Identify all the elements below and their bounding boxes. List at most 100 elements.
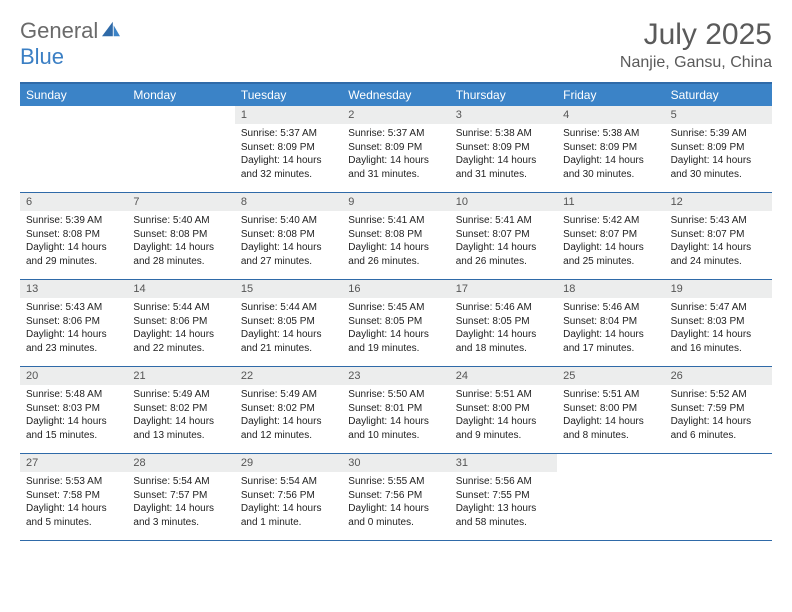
- day-cell: 17Sunrise: 5:46 AMSunset: 8:05 PMDayligh…: [450, 280, 557, 366]
- daylight-line: Daylight: 14 hours and 21 minutes.: [241, 328, 336, 355]
- day-number: 1: [235, 106, 342, 124]
- day-cell: 8Sunrise: 5:40 AMSunset: 8:08 PMDaylight…: [235, 193, 342, 279]
- sunrise-line: Sunrise: 5:47 AM: [671, 301, 766, 315]
- daylight-line: Daylight: 14 hours and 18 minutes.: [456, 328, 551, 355]
- day-number: 12: [665, 193, 772, 211]
- week-row: 6Sunrise: 5:39 AMSunset: 8:08 PMDaylight…: [20, 193, 772, 280]
- day-number: 5: [665, 106, 772, 124]
- sunset-line: Sunset: 8:07 PM: [456, 228, 551, 242]
- day-number: 14: [127, 280, 234, 298]
- weekday-sunday: Sunday: [20, 84, 127, 106]
- weekday-saturday: Saturday: [665, 84, 772, 106]
- location: Nanjie, Gansu, China: [620, 54, 772, 72]
- sunset-line: Sunset: 7:56 PM: [241, 489, 336, 503]
- sunset-line: Sunset: 8:09 PM: [563, 141, 658, 155]
- daylight-line: Daylight: 14 hours and 15 minutes.: [26, 415, 121, 442]
- sunrise-line: Sunrise: 5:45 AM: [348, 301, 443, 315]
- daylight-line: Daylight: 14 hours and 26 minutes.: [348, 241, 443, 268]
- day-cell: 11Sunrise: 5:42 AMSunset: 8:07 PMDayligh…: [557, 193, 664, 279]
- sunset-line: Sunset: 8:09 PM: [348, 141, 443, 155]
- daylight-line: Daylight: 14 hours and 10 minutes.: [348, 415, 443, 442]
- day-body: Sunrise: 5:40 AMSunset: 8:08 PMDaylight:…: [127, 211, 234, 274]
- title-block: July 2025 Nanjie, Gansu, China: [620, 18, 772, 72]
- day-cell: 10Sunrise: 5:41 AMSunset: 8:07 PMDayligh…: [450, 193, 557, 279]
- day-cell: 23Sunrise: 5:50 AMSunset: 8:01 PMDayligh…: [342, 367, 449, 453]
- sunset-line: Sunset: 8:02 PM: [133, 402, 228, 416]
- sunrise-line: Sunrise: 5:54 AM: [133, 475, 228, 489]
- day-cell: 20Sunrise: 5:48 AMSunset: 8:03 PMDayligh…: [20, 367, 127, 453]
- daylight-line: Daylight: 14 hours and 6 minutes.: [671, 415, 766, 442]
- daylight-line: Daylight: 14 hours and 1 minute.: [241, 502, 336, 529]
- weekday-tuesday: Tuesday: [235, 84, 342, 106]
- day-number: 24: [450, 367, 557, 385]
- day-number: 7: [127, 193, 234, 211]
- daylight-line: Daylight: 14 hours and 12 minutes.: [241, 415, 336, 442]
- day-body: Sunrise: 5:43 AMSunset: 8:06 PMDaylight:…: [20, 298, 127, 361]
- sunset-line: Sunset: 8:05 PM: [348, 315, 443, 329]
- day-cell: 5Sunrise: 5:39 AMSunset: 8:09 PMDaylight…: [665, 106, 772, 192]
- day-body: Sunrise: 5:48 AMSunset: 8:03 PMDaylight:…: [20, 385, 127, 448]
- day-body: Sunrise: 5:54 AMSunset: 7:57 PMDaylight:…: [127, 472, 234, 535]
- day-number: 25: [557, 367, 664, 385]
- day-cell: 12Sunrise: 5:43 AMSunset: 8:07 PMDayligh…: [665, 193, 772, 279]
- day-cell: 29Sunrise: 5:54 AMSunset: 7:56 PMDayligh…: [235, 454, 342, 540]
- sunrise-line: Sunrise: 5:37 AM: [241, 127, 336, 141]
- daylight-line: Daylight: 14 hours and 0 minutes.: [348, 502, 443, 529]
- day-cell: 28Sunrise: 5:54 AMSunset: 7:57 PMDayligh…: [127, 454, 234, 540]
- day-body: Sunrise: 5:37 AMSunset: 8:09 PMDaylight:…: [342, 124, 449, 187]
- sunrise-line: Sunrise: 5:52 AM: [671, 388, 766, 402]
- day-body: Sunrise: 5:43 AMSunset: 8:07 PMDaylight:…: [665, 211, 772, 274]
- sunset-line: Sunset: 8:09 PM: [456, 141, 551, 155]
- day-body: Sunrise: 5:38 AMSunset: 8:09 PMDaylight:…: [557, 124, 664, 187]
- daylight-line: Daylight: 14 hours and 24 minutes.: [671, 241, 766, 268]
- day-number: 8: [235, 193, 342, 211]
- sunset-line: Sunset: 8:07 PM: [563, 228, 658, 242]
- day-body: Sunrise: 5:50 AMSunset: 8:01 PMDaylight:…: [342, 385, 449, 448]
- day-body: Sunrise: 5:38 AMSunset: 8:09 PMDaylight:…: [450, 124, 557, 187]
- sunrise-line: Sunrise: 5:38 AM: [563, 127, 658, 141]
- daylight-line: Daylight: 14 hours and 3 minutes.: [133, 502, 228, 529]
- sunset-line: Sunset: 8:05 PM: [241, 315, 336, 329]
- logo-text: GeneralBlue: [20, 18, 122, 70]
- day-body: Sunrise: 5:51 AMSunset: 8:00 PMDaylight:…: [450, 385, 557, 448]
- sunset-line: Sunset: 8:04 PM: [563, 315, 658, 329]
- daylight-line: Daylight: 14 hours and 13 minutes.: [133, 415, 228, 442]
- sunset-line: Sunset: 8:00 PM: [563, 402, 658, 416]
- sunrise-line: Sunrise: 5:46 AM: [456, 301, 551, 315]
- day-number: 6: [20, 193, 127, 211]
- weekday-monday: Monday: [127, 84, 234, 106]
- sunrise-line: Sunrise: 5:49 AM: [241, 388, 336, 402]
- day-body: Sunrise: 5:54 AMSunset: 7:56 PMDaylight:…: [235, 472, 342, 535]
- day-body: Sunrise: 5:42 AMSunset: 8:07 PMDaylight:…: [557, 211, 664, 274]
- day-body: Sunrise: 5:44 AMSunset: 8:05 PMDaylight:…: [235, 298, 342, 361]
- daylight-line: Daylight: 14 hours and 22 minutes.: [133, 328, 228, 355]
- sunset-line: Sunset: 8:07 PM: [671, 228, 766, 242]
- day-cell: 13Sunrise: 5:43 AMSunset: 8:06 PMDayligh…: [20, 280, 127, 366]
- day-number: 30: [342, 454, 449, 472]
- sunrise-line: Sunrise: 5:39 AM: [671, 127, 766, 141]
- day-number: 22: [235, 367, 342, 385]
- logo-part2: Blue: [20, 44, 64, 69]
- weekday-row: SundayMondayTuesdayWednesdayThursdayFrid…: [20, 84, 772, 106]
- day-body: Sunrise: 5:52 AMSunset: 7:59 PMDaylight:…: [665, 385, 772, 448]
- sunset-line: Sunset: 8:00 PM: [456, 402, 551, 416]
- sunset-line: Sunset: 8:09 PM: [671, 141, 766, 155]
- day-body: Sunrise: 5:47 AMSunset: 8:03 PMDaylight:…: [665, 298, 772, 361]
- day-cell: 18Sunrise: 5:46 AMSunset: 8:04 PMDayligh…: [557, 280, 664, 366]
- day-cell: 2Sunrise: 5:37 AMSunset: 8:09 PMDaylight…: [342, 106, 449, 192]
- daylight-line: Daylight: 14 hours and 9 minutes.: [456, 415, 551, 442]
- day-body: Sunrise: 5:51 AMSunset: 8:00 PMDaylight:…: [557, 385, 664, 448]
- sunset-line: Sunset: 8:06 PM: [26, 315, 121, 329]
- day-number: 18: [557, 280, 664, 298]
- day-number: 21: [127, 367, 234, 385]
- day-body: Sunrise: 5:37 AMSunset: 8:09 PMDaylight:…: [235, 124, 342, 187]
- day-number: 27: [20, 454, 127, 472]
- daylight-line: Daylight: 14 hours and 28 minutes.: [133, 241, 228, 268]
- day-body: Sunrise: 5:41 AMSunset: 8:07 PMDaylight:…: [450, 211, 557, 274]
- sunrise-line: Sunrise: 5:40 AM: [133, 214, 228, 228]
- sunrise-line: Sunrise: 5:48 AM: [26, 388, 121, 402]
- sunrise-line: Sunrise: 5:56 AM: [456, 475, 551, 489]
- day-number: 29: [235, 454, 342, 472]
- logo-part1: General: [20, 18, 98, 43]
- daylight-line: Daylight: 14 hours and 31 minutes.: [348, 154, 443, 181]
